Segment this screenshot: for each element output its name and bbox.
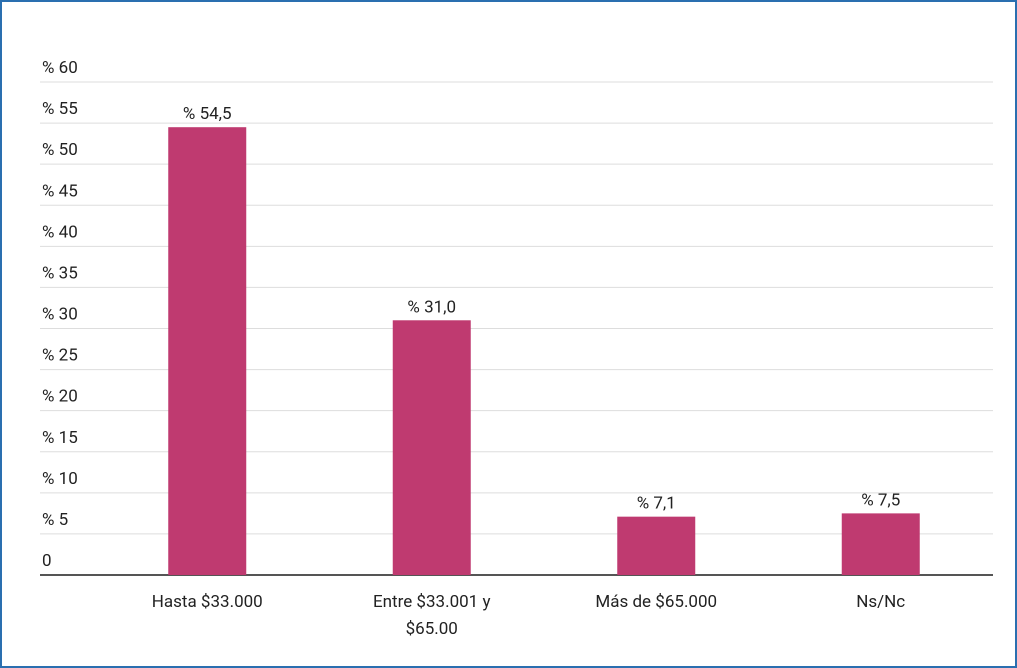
- bar: [168, 127, 247, 576]
- data-label: % 54,5: [183, 104, 232, 124]
- y-tick-label: % 35: [42, 263, 78, 283]
- bar: [841, 513, 920, 575]
- data-label: % 7,1: [637, 494, 676, 514]
- y-tick-label: 0: [42, 551, 52, 571]
- y-tick-label: % 40: [42, 222, 78, 242]
- y-tick-label: % 50: [42, 140, 78, 160]
- bar: [617, 516, 696, 575]
- y-tick-label: % 30: [42, 305, 78, 325]
- x-tick-label: Hasta $33.000: [151, 592, 263, 612]
- data-label: % 7,5: [861, 490, 900, 510]
- x-tick-label: Más de $65.000: [595, 592, 718, 612]
- y-tick-label: % 15: [42, 428, 78, 448]
- x-tick-label: Ns/Nc: [856, 592, 906, 612]
- y-tick-label: % 25: [42, 346, 78, 366]
- y-tick-label: % 45: [42, 181, 78, 201]
- bar: [392, 320, 471, 575]
- y-tick-label: % 60: [42, 58, 78, 78]
- y-tick-label: % 55: [42, 99, 78, 119]
- x-tick-label: Entre $33.001 y $65.00: [372, 592, 491, 639]
- data-label: % 31,0: [407, 297, 456, 317]
- y-tick-label: % 20: [42, 387, 78, 407]
- y-tick-label: % 10: [42, 469, 78, 489]
- y-tick-label: % 5: [42, 510, 68, 530]
